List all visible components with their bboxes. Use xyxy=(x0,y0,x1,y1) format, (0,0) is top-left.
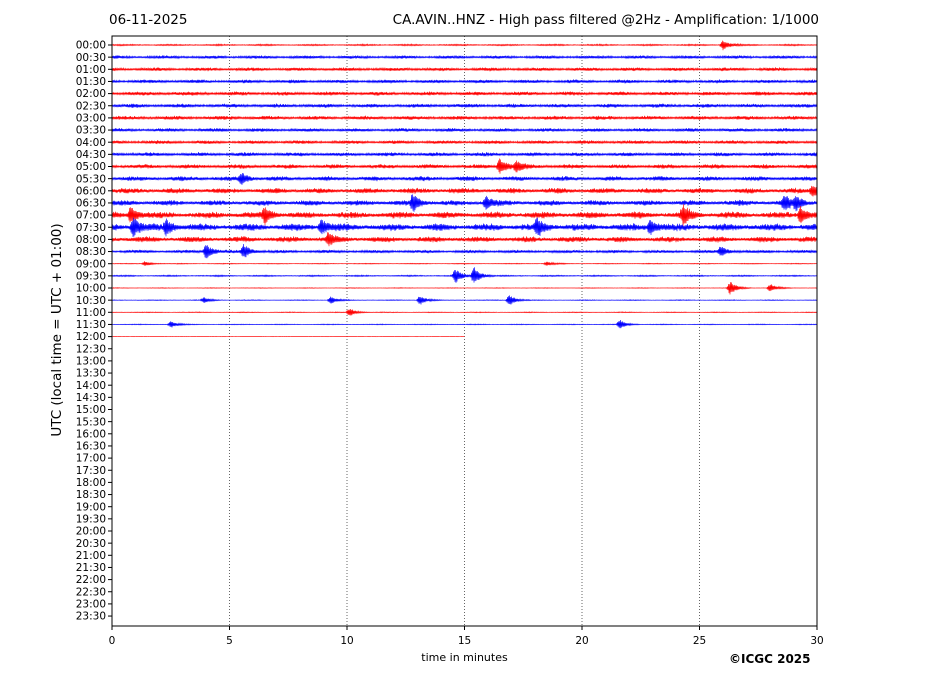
y-tick-label: 06:30 xyxy=(76,198,106,210)
y-tick-label: 22:00 xyxy=(76,574,106,586)
trace-0100 xyxy=(111,66,818,72)
y-tick-label: 10:30 xyxy=(76,295,106,307)
x-tick-label: 20 xyxy=(575,635,588,647)
y-tick-label: 09:00 xyxy=(76,258,106,270)
chart-title: CA.AVIN..HNZ - High pass filtered @2Hz -… xyxy=(392,12,819,28)
y-tick-label: 21:30 xyxy=(76,562,106,574)
trace-0000 xyxy=(111,40,818,51)
trace-0200 xyxy=(111,91,818,97)
x-axis-label: time in minutes xyxy=(421,651,508,664)
trace-0800 xyxy=(111,232,818,247)
trace-0230 xyxy=(111,103,818,109)
y-tick-label: 21:00 xyxy=(76,550,106,562)
x-tick-label: 0 xyxy=(109,635,116,647)
trace-0930 xyxy=(111,267,818,283)
trace-0530 xyxy=(111,172,818,185)
y-tick-label: 02:00 xyxy=(76,88,106,100)
trace-1000 xyxy=(111,282,818,295)
x-axis-ticks: 0 5 10 15 20 25 30 xyxy=(109,626,824,647)
y-tick-label: 18:00 xyxy=(76,477,106,489)
y-tick-label: 04:30 xyxy=(76,149,106,161)
y-tick-label: 20:00 xyxy=(76,526,106,538)
trace-0830 xyxy=(111,243,818,259)
y-tick-label: 17:00 xyxy=(76,453,106,465)
y-tick-label: 16:30 xyxy=(76,441,106,453)
trace-0430 xyxy=(111,151,818,157)
y-tick-label: 17:30 xyxy=(76,465,106,477)
y-tick-label: 12:30 xyxy=(76,343,106,355)
y-tick-label: 13:00 xyxy=(76,356,106,368)
trace-0500 xyxy=(111,158,818,174)
trace-0600 xyxy=(111,185,818,197)
trace-0630 xyxy=(111,194,818,212)
trace-0700 xyxy=(111,204,818,228)
y-tick-label: 02:30 xyxy=(76,100,106,112)
grid-lines xyxy=(229,36,700,626)
y-tick-label: 19:00 xyxy=(76,501,106,513)
y-tick-label: 11:30 xyxy=(76,319,106,331)
y-tick-label: 14:00 xyxy=(76,380,106,392)
chart-date: 06-11-2025 xyxy=(109,12,188,28)
y-tick-label: 04:00 xyxy=(76,137,106,149)
y-tick-label: 15:00 xyxy=(76,404,106,416)
y-tick-label: 08:30 xyxy=(76,246,106,258)
trace-0300 xyxy=(111,115,818,121)
y-tick-label: 07:00 xyxy=(76,210,106,222)
trace-0400 xyxy=(111,139,818,145)
x-tick-label: 10 xyxy=(340,635,353,647)
trace-0900 xyxy=(111,261,818,266)
y-tick-label: 01:00 xyxy=(76,64,106,76)
y-axis-ticks: 00:0000:3001:0001:3002:0002:3003:0003:30… xyxy=(76,40,112,623)
y-tick-label: 00:00 xyxy=(76,40,106,52)
x-tick-label: 5 xyxy=(226,635,233,647)
y-tick-label: 22:30 xyxy=(76,586,106,598)
y-tick-label: 14:30 xyxy=(76,392,106,404)
y-tick-label: 16:00 xyxy=(76,428,106,440)
y-tick-label: 01:30 xyxy=(76,76,106,88)
y-tick-label: 10:00 xyxy=(76,283,106,295)
y-tick-label: 23:00 xyxy=(76,599,106,611)
seismic-traces xyxy=(111,40,818,338)
y-tick-label: 05:00 xyxy=(76,161,106,173)
trace-0330 xyxy=(111,127,818,133)
y-tick-label: 15:30 xyxy=(76,416,106,428)
y-tick-label: 03:00 xyxy=(76,113,106,125)
trace-0030 xyxy=(111,54,818,60)
x-tick-label: 30 xyxy=(810,635,823,647)
y-tick-label: 00:30 xyxy=(76,52,106,64)
y-tick-label: 13:30 xyxy=(76,368,106,380)
y-axis-label: UTC (local time = UTC + 01:00) xyxy=(49,223,65,437)
y-tick-label: 20:30 xyxy=(76,538,106,550)
y-tick-label: 06:00 xyxy=(76,185,106,197)
y-tick-label: 18:30 xyxy=(76,489,106,501)
x-tick-label: 25 xyxy=(693,635,706,647)
y-tick-label: 23:30 xyxy=(76,611,106,623)
y-tick-label: 12:00 xyxy=(76,331,106,343)
trace-1100 xyxy=(111,308,818,316)
y-tick-label: 05:30 xyxy=(76,173,106,185)
y-tick-label: 08:00 xyxy=(76,234,106,246)
x-tick-label: 15 xyxy=(458,635,471,647)
trace-1030 xyxy=(111,295,818,305)
trace-1130 xyxy=(111,320,818,329)
y-tick-label: 03:30 xyxy=(76,125,106,137)
y-tick-label: 09:30 xyxy=(76,270,106,282)
y-tick-label: 07:30 xyxy=(76,222,106,234)
y-tick-label: 19:30 xyxy=(76,513,106,525)
copyright-notice: ©ICGC 2025 xyxy=(729,652,811,666)
trace-0130 xyxy=(111,79,818,84)
y-tick-label: 11:00 xyxy=(76,307,106,319)
trace-0730 xyxy=(111,217,818,237)
